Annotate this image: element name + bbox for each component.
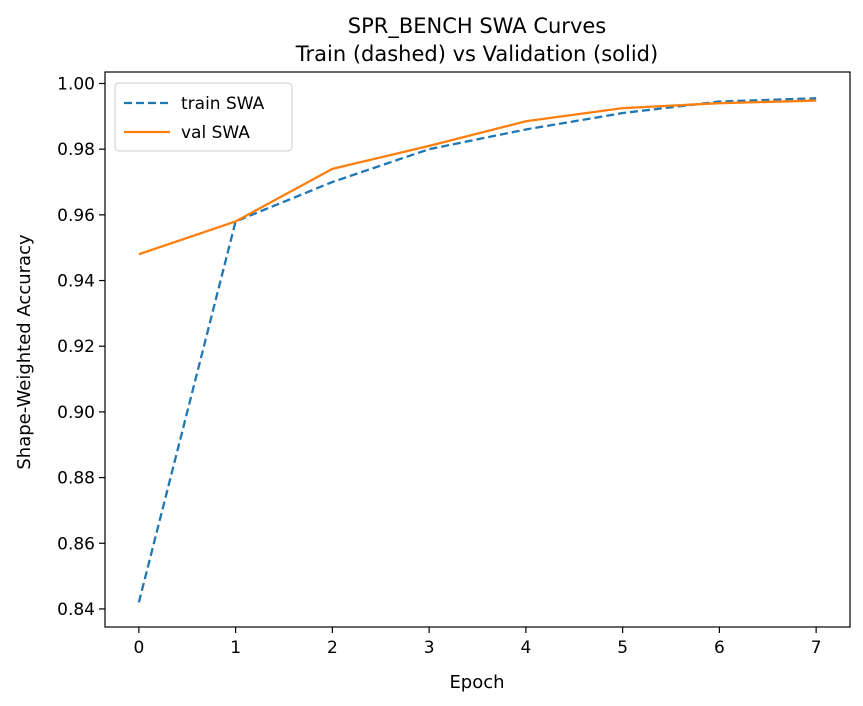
plot-frame bbox=[104, 71, 851, 628]
y-tick-label: 0.92 bbox=[57, 337, 95, 357]
y-tick-label: 0.86 bbox=[57, 534, 95, 554]
y-tick-label: 0.96 bbox=[57, 206, 95, 226]
y-tick-label: 0.90 bbox=[57, 403, 95, 423]
chart-title: SPR_BENCH SWA Curves bbox=[348, 14, 606, 39]
y-tick-label: 1.00 bbox=[57, 74, 95, 94]
legend-val-label: val SWA bbox=[181, 123, 250, 143]
x-tick-label: 2 bbox=[327, 638, 338, 658]
legend: train SWA val SWA bbox=[114, 82, 293, 152]
y-tick-label: 0.88 bbox=[57, 469, 95, 489]
legend-train-label: train SWA bbox=[181, 94, 265, 114]
x-axis-label: Epoch bbox=[449, 672, 504, 693]
x-tick-label: 6 bbox=[714, 638, 725, 658]
legend-box bbox=[114, 82, 293, 152]
x-axis-ticks: 0 1 2 3 4 5 6 7 bbox=[133, 627, 822, 658]
y-tick-label: 0.94 bbox=[57, 272, 95, 292]
x-tick-label: 3 bbox=[424, 638, 435, 658]
y-tick-label: 0.84 bbox=[57, 600, 95, 620]
x-tick-label: 7 bbox=[811, 638, 822, 658]
val-swa-line bbox=[138, 99, 817, 256]
x-tick-label: 1 bbox=[230, 638, 241, 658]
x-tick-label: 4 bbox=[520, 638, 531, 658]
chart-subtitle: Train (dashed) vs Validation (solid) bbox=[295, 42, 658, 66]
y-axis-ticks: 0.84 0.86 0.88 0.90 0.92 0.94 0.96 0.98 1.00 bbox=[57, 74, 105, 620]
x-tick-label: 0 bbox=[133, 638, 144, 658]
x-tick-label: 5 bbox=[617, 638, 628, 658]
series-layer bbox=[137, 97, 817, 603]
y-tick-label: 0.98 bbox=[57, 140, 95, 160]
y-axis-label: Shape-Weighted Accuracy bbox=[14, 234, 35, 470]
